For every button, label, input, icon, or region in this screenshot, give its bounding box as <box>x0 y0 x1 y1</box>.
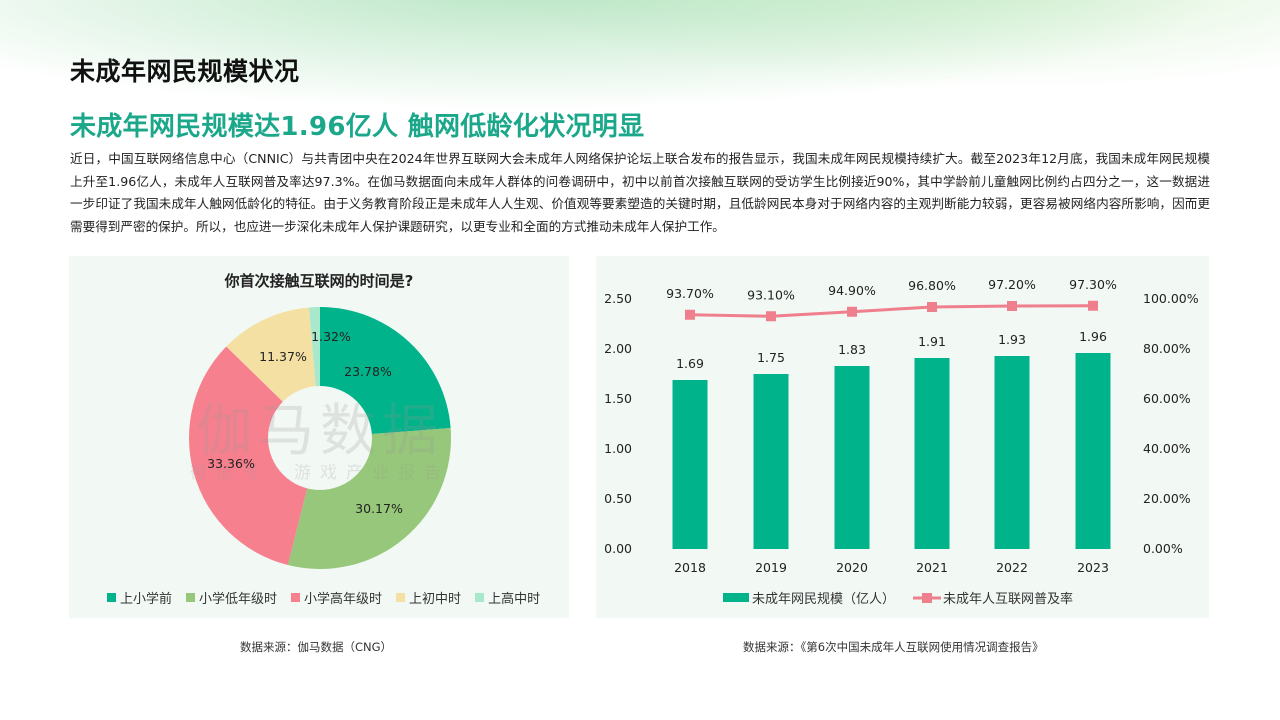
pie-chart-panel: 你首次接触互联网的时间是? 伽马数据 微信号：游戏产业报告 23.78% 30.17%… <box>69 256 569 618</box>
line-legend-item[interactable]: 未成年人互联网普及率 <box>913 588 1073 607</box>
body-paragraph: 近日，中国互联网络信息中心（CNNIC）与共青团中央在2024年世界互联网大会未… <box>70 151 1210 234</box>
penetration-line <box>689 304 1094 318</box>
bar-value-label: 1.83 <box>838 342 866 357</box>
line-marker <box>927 302 937 312</box>
legend-swatch-icon <box>107 593 116 602</box>
left-axis-tick: 2.50 <box>604 291 632 306</box>
legend-swatch-icon <box>291 593 301 602</box>
bar-legend: 未成年网民规模（亿人） 未成年人互联网普及率 <box>723 588 1087 607</box>
left-axis-tick: 1.50 <box>604 391 632 406</box>
left-axis-tick: 1.00 <box>604 441 632 456</box>
pie-legend-item[interactable]: 小学高年级时 <box>291 588 382 607</box>
legend-swatch-icon <box>475 593 485 602</box>
left-axis-tick: 2.00 <box>604 341 632 356</box>
pie-label-1: 30.17% <box>355 501 403 516</box>
bar-swatch-icon <box>723 593 749 602</box>
bar-value-label: 1.75 <box>757 350 785 365</box>
pie-legend-item[interactable]: 小学低年级时 <box>186 588 277 607</box>
legend-swatch-icon <box>186 593 196 602</box>
bar-source-note: 数据来源：《第6次中国未成年人互联网使用情况调查报告》 <box>743 640 1044 654</box>
line-value-label: 94.90% <box>828 283 876 298</box>
bar-line-chart-panel: 0.00 0.50 1.00 1.50 2.00 2.50 0.00% 20.00% 40.00… <box>596 256 1209 618</box>
line-marker <box>766 311 776 322</box>
x-axis-label: 2023 <box>1077 560 1109 575</box>
bar-value-label: 1.93 <box>998 332 1026 347</box>
right-axis-tick: 40.00% <box>1143 441 1191 456</box>
legend-label: 上初中时 <box>409 592 462 607</box>
bar-2019 <box>753 374 789 549</box>
bar-value-label: 1.69 <box>676 356 704 371</box>
headline: 未成年网民规模达1.96亿人 触网低龄化状况明显 <box>70 112 645 142</box>
bar-2018 <box>672 380 708 549</box>
right-axis-tick: 20.00% <box>1143 491 1191 506</box>
bar-value-label: 1.91 <box>918 334 946 349</box>
line-value-label: 96.80% <box>908 278 956 293</box>
x-axis-label: 2020 <box>836 560 868 575</box>
x-axis-label: 2022 <box>996 560 1028 575</box>
line-value-label: 93.10% <box>747 287 795 302</box>
legend-label: 未成年人互联网普及率 <box>943 592 1074 607</box>
watermark-text: 伽马数据 <box>196 399 444 464</box>
pie-legend-item[interactable]: 上高中时 <box>475 588 540 607</box>
right-axis-tick: 0.00% <box>1143 541 1183 556</box>
legend-label: 小学低年级时 <box>199 592 278 607</box>
legend-swatch-icon <box>396 593 406 602</box>
line-value-label: 93.70% <box>666 286 714 301</box>
legend-label: 小学高年级时 <box>304 592 383 607</box>
header-gradient <box>0 0 1280 140</box>
line-swatch-icon <box>913 592 942 603</box>
page-title: 未成年网民规模状况 <box>70 57 300 86</box>
pie-chart-title: 你首次接触互联网的时间是? <box>224 272 414 290</box>
pie-label-2: 33.36% <box>207 456 255 471</box>
legend-label: 未成年网民规模（亿人） <box>752 592 896 607</box>
x-axis-label: 2018 <box>674 560 706 575</box>
bar-value-label: 1.96 <box>1079 329 1107 344</box>
pie-label-3: 11.37% <box>259 349 307 364</box>
pie-label-4: 1.32% <box>311 329 351 344</box>
pie-legend: 上小学前 小学低年级时 小学高年级时 上初中时 上高中时 <box>107 588 554 607</box>
legend-label: 上高中时 <box>488 592 541 607</box>
line-value-label: 97.30% <box>1069 277 1117 292</box>
pie-legend-item[interactable]: 上初中时 <box>396 588 461 607</box>
bar-2021 <box>914 358 950 549</box>
watermark-subtext: 微信号：游戏产业报告 <box>190 463 450 483</box>
line-value-label: 97.20% <box>988 277 1036 292</box>
legend-label: 上小学前 <box>120 592 173 607</box>
line-marker <box>1088 300 1098 311</box>
bar-2023 <box>1075 353 1111 549</box>
donut-hole <box>268 386 372 490</box>
left-axis-tick: 0.50 <box>604 491 632 506</box>
x-axis-label: 2019 <box>755 560 787 575</box>
right-axis-tick: 80.00% <box>1143 341 1191 356</box>
bar-line-chart: 0.00 0.50 1.00 1.50 2.00 2.50 0.00% 20.00% 40.00… <box>604 277 1199 575</box>
pie-slice-2 <box>189 346 320 565</box>
bar-2022 <box>994 356 1030 549</box>
bar-2020 <box>834 366 870 549</box>
x-axis-label: 2021 <box>916 560 948 575</box>
pie-legend-item[interactable]: 上小学前 <box>107 588 172 607</box>
pie-label-0: 23.78% <box>344 364 392 379</box>
right-axis-tick: 100.00% <box>1143 291 1199 306</box>
right-axis-tick: 60.00% <box>1143 391 1191 406</box>
pie-source-note: 数据来源：伽马数据（CNG） <box>240 640 393 654</box>
left-axis-tick: 0.00 <box>604 541 632 556</box>
line-marker <box>847 306 857 317</box>
bar-legend-item[interactable]: 未成年网民规模（亿人） <box>723 588 895 607</box>
line-marker <box>685 309 695 320</box>
line-marker <box>1007 301 1017 311</box>
